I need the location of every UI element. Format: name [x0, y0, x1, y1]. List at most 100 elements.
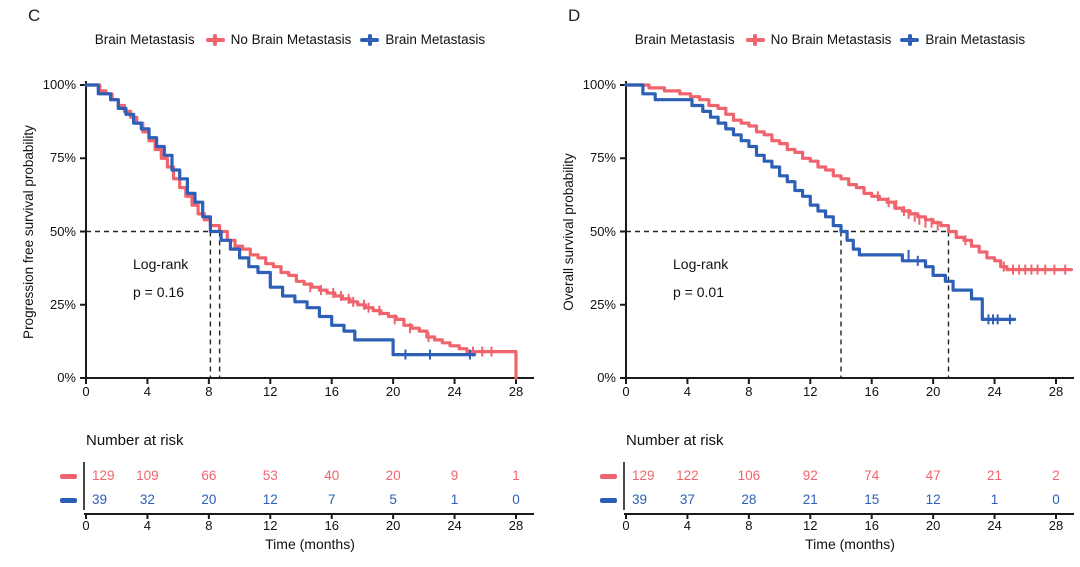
- x-tick-label: 4: [683, 384, 692, 399]
- risk-table-row: 39 37 28 21 15 12 1 0: [540, 492, 1080, 508]
- x-tick-label: 16: [324, 384, 339, 399]
- risk-x-tick-label: 28: [508, 518, 524, 533]
- risk-x-tick-label: 0: [82, 518, 90, 533]
- x-tick-label: 8: [745, 384, 753, 399]
- x-tick-label: 0: [82, 384, 90, 399]
- risk-count: 28: [741, 492, 757, 507]
- risk-count: 66: [201, 468, 217, 483]
- y-tick-label: 25%: [589, 296, 616, 312]
- x-axis-label: Time (months): [805, 536, 895, 552]
- logrank-annotation: Log-rank p = 0.01: [673, 250, 728, 306]
- y-tick-label: 75%: [49, 150, 76, 166]
- risk-count: 12: [262, 492, 278, 507]
- logrank-label: Log-rank: [133, 256, 189, 272]
- risk-count: 21: [987, 468, 1003, 483]
- legend-item-label: Brain Metastasis: [925, 32, 1026, 47]
- risk-x-tick-label: 8: [745, 518, 753, 533]
- risk-x-tick-label: 4: [683, 518, 692, 533]
- panel-d: D Brain Metastasis No Brain Metastasis B…: [540, 0, 1080, 567]
- y-tick-label: 50%: [49, 223, 76, 239]
- risk-count: 1: [990, 492, 999, 507]
- panel-c: C Brain Metastasis No Brain Metastasis B…: [0, 6, 540, 552]
- risk-x-tick-label: 28: [1048, 518, 1064, 533]
- x-tick-label: 4: [143, 384, 152, 399]
- censor-plus-icon: [360, 33, 380, 47]
- km-plot-svg: [620, 81, 1074, 519]
- risk-count: 7: [327, 492, 336, 507]
- risk-row-swatch: [600, 474, 617, 479]
- y-tick-label: 100%: [582, 77, 616, 92]
- risk-count: 12: [925, 492, 941, 507]
- risk-count: 39: [632, 492, 648, 507]
- risk-count: 122: [676, 468, 699, 483]
- legend-item-brain-metastasis: Brain Metastasis: [360, 32, 485, 47]
- risk-row-swatch: [60, 474, 77, 479]
- risk-x-tick-label: 20: [385, 518, 401, 533]
- risk-table-row: 129 122 106 92 74 47 21 2: [540, 468, 1080, 484]
- logrank-label: Log-rank: [673, 256, 729, 272]
- risk-row-swatch: [600, 498, 617, 503]
- p-value: p = 0.01: [673, 284, 724, 300]
- risk-count: 20: [385, 468, 401, 483]
- risk-count: 21: [802, 492, 818, 507]
- risk-x-tick-label: 12: [263, 518, 278, 533]
- km-plot-svg: [80, 81, 534, 519]
- x-tick-label: 12: [263, 384, 278, 399]
- risk-count: 129: [632, 468, 655, 483]
- risk-table-title: Number at risk: [86, 432, 184, 449]
- x-tick-label: 16: [864, 384, 879, 399]
- x-tick-label: 28: [1048, 384, 1064, 399]
- x-tick-label: 8: [205, 384, 213, 399]
- y-tick-label: 25%: [49, 296, 76, 312]
- risk-x-tick-label: 4: [143, 518, 152, 533]
- panel-label: C: [28, 6, 41, 25]
- risk-count: 15: [864, 492, 880, 507]
- legend-item-label: Brain Metastasis: [385, 32, 486, 47]
- km-curve: [624, 83, 1073, 272]
- risk-count: 0: [512, 492, 520, 507]
- risk-count: 32: [139, 492, 155, 507]
- risk-count: 92: [802, 468, 818, 483]
- risk-table-title: Number at risk: [626, 432, 724, 449]
- p-value: p = 0.16: [133, 284, 184, 300]
- risk-x-tick-label: 16: [324, 518, 339, 533]
- x-tick-label: 20: [385, 384, 401, 399]
- censor-plus-icon: [900, 33, 920, 47]
- y-tick-label: 0%: [57, 370, 76, 385]
- x-tick-label: 20: [925, 384, 941, 399]
- y-tick-label: 50%: [589, 223, 616, 239]
- legend-item-label: No Brain Metastasis: [770, 32, 892, 47]
- risk-count: 37: [679, 492, 695, 507]
- x-tick-label: 0: [622, 384, 630, 399]
- x-tick-label: 28: [508, 384, 524, 399]
- risk-count: 1: [450, 492, 459, 507]
- y-tick-label: 75%: [589, 150, 616, 166]
- risk-x-tick-label: 8: [205, 518, 213, 533]
- risk-count: 109: [136, 468, 159, 483]
- logrank-annotation: Log-rank p = 0.16: [133, 250, 188, 306]
- legend-title: Brain Metastasis: [94, 32, 195, 47]
- km-curve: [624, 83, 1017, 321]
- risk-count: 9: [450, 468, 459, 483]
- legend-item-no-brain-metastasis: No Brain Metastasis: [205, 32, 352, 47]
- risk-x-tick-label: 12: [803, 518, 818, 533]
- legend: Brain Metastasis No Brain Metastasis Bra…: [0, 32, 540, 47]
- x-tick-label: 24: [987, 384, 1002, 399]
- risk-count: 1: [512, 468, 520, 483]
- km-curve: [84, 83, 477, 357]
- censor-plus-icon: [205, 33, 225, 47]
- legend-item-label: No Brain Metastasis: [230, 32, 352, 47]
- risk-count: 0: [1052, 492, 1060, 507]
- x-axis-label: Time (months): [265, 536, 355, 552]
- y-tick-label: 0%: [597, 370, 616, 385]
- risk-count: 53: [262, 468, 278, 483]
- risk-count: 47: [925, 468, 941, 483]
- risk-x-tick-label: 16: [864, 518, 879, 533]
- risk-x-tick-label: 20: [925, 518, 941, 533]
- risk-count: 2: [1052, 468, 1060, 483]
- risk-x-tick-label: 0: [622, 518, 630, 533]
- risk-row-swatch: [60, 498, 77, 503]
- risk-table-row: 129 109 66 53 40 20 9 1: [0, 468, 540, 484]
- legend-title: Brain Metastasis: [634, 32, 735, 47]
- legend-item-no-brain-metastasis: No Brain Metastasis: [745, 32, 892, 47]
